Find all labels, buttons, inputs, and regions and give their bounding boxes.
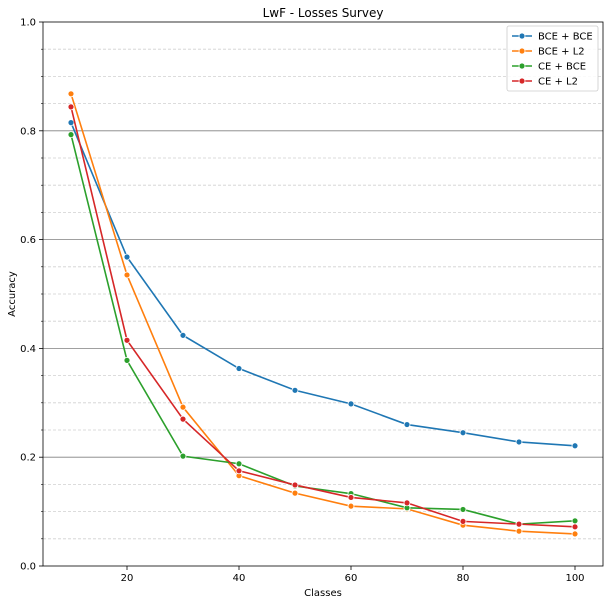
series-0 bbox=[67, 119, 579, 450]
data-point bbox=[571, 442, 579, 450]
x-tick-label: 60 bbox=[345, 573, 358, 584]
ticks-layer: 20 40 60 80 100 0.0 0.2 0.4 0.6 0.8 1.0 bbox=[20, 18, 584, 585]
data-point bbox=[179, 415, 187, 423]
series-3 bbox=[67, 103, 579, 531]
legend-label: BCE + L2 bbox=[538, 47, 585, 58]
data-point bbox=[235, 460, 243, 468]
y-tick-label: 0.6 bbox=[20, 235, 36, 246]
data-point bbox=[459, 429, 467, 437]
series-layer bbox=[67, 90, 579, 538]
y-tick-label: 0.8 bbox=[20, 126, 36, 137]
y-tick-label: 0.2 bbox=[20, 453, 36, 464]
x-axis-label: Classes bbox=[304, 588, 342, 599]
legend-label: CE + BCE bbox=[538, 62, 586, 73]
legend: BCE + BCE BCE + L2 CE + BCE CE + L2 bbox=[506, 25, 599, 92]
series-line bbox=[70, 106, 576, 528]
series-line bbox=[70, 134, 576, 525]
data-point bbox=[179, 403, 187, 411]
data-point bbox=[515, 520, 523, 528]
y-axis-label: Accuracy bbox=[7, 271, 18, 317]
data-point bbox=[515, 438, 523, 446]
data-point bbox=[403, 421, 411, 428]
legend-item: BCE + BCE bbox=[512, 32, 593, 43]
data-point bbox=[179, 331, 187, 339]
data-point bbox=[291, 386, 299, 394]
x-tick-label: 100 bbox=[565, 573, 584, 584]
data-point bbox=[67, 119, 75, 127]
series-2 bbox=[67, 131, 579, 528]
data-point bbox=[123, 356, 131, 364]
data-point bbox=[123, 271, 131, 279]
legend-item: BCE + L2 bbox=[512, 47, 585, 58]
x-tick-label: 80 bbox=[457, 573, 470, 584]
series-line bbox=[70, 93, 576, 535]
data-point bbox=[67, 90, 75, 98]
data-point bbox=[403, 499, 411, 507]
legend-label: BCE + BCE bbox=[538, 32, 593, 43]
series-line bbox=[70, 122, 576, 447]
data-point bbox=[459, 506, 467, 513]
legend-item: CE + L2 bbox=[512, 77, 578, 88]
data-point bbox=[67, 103, 75, 111]
data-point bbox=[571, 517, 579, 525]
y-tick-label: 0.0 bbox=[20, 562, 36, 573]
x-tick-label: 20 bbox=[121, 573, 134, 584]
grid-layer bbox=[43, 48, 603, 540]
data-point bbox=[291, 481, 299, 489]
legend-item: CE + BCE bbox=[512, 62, 586, 73]
data-point bbox=[123, 336, 131, 344]
legend-swatch-marker bbox=[518, 62, 526, 70]
legend-label: CE + L2 bbox=[538, 77, 578, 88]
data-point bbox=[291, 489, 299, 497]
data-point bbox=[67, 131, 75, 139]
legend-swatch-marker bbox=[518, 77, 526, 85]
data-point bbox=[347, 494, 355, 501]
data-point bbox=[179, 452, 187, 460]
data-point bbox=[235, 467, 243, 475]
chart-title: LwF - Losses Survey bbox=[263, 6, 384, 20]
data-point bbox=[459, 517, 467, 525]
data-point bbox=[571, 530, 579, 538]
y-tick-label: 0.4 bbox=[20, 344, 36, 355]
data-point bbox=[571, 523, 579, 531]
data-point bbox=[347, 502, 355, 510]
series-1 bbox=[67, 90, 579, 538]
data-point bbox=[347, 400, 355, 408]
legend-box bbox=[506, 25, 599, 92]
y-tick-label: 1.0 bbox=[20, 18, 36, 29]
x-tick-label: 40 bbox=[233, 573, 246, 584]
data-point bbox=[123, 253, 131, 261]
data-point bbox=[515, 527, 523, 535]
data-point bbox=[235, 365, 243, 372]
legend-swatch-marker bbox=[518, 32, 526, 40]
legend-swatch-marker bbox=[518, 47, 526, 55]
